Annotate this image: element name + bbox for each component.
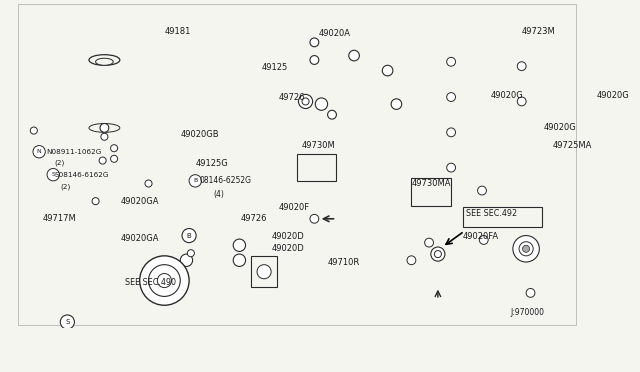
Text: N08911-1062G: N08911-1062G bbox=[46, 149, 102, 155]
Circle shape bbox=[517, 97, 526, 106]
Circle shape bbox=[111, 145, 118, 152]
Ellipse shape bbox=[89, 124, 120, 132]
Circle shape bbox=[310, 214, 319, 223]
Text: 49125G: 49125G bbox=[195, 159, 228, 168]
Circle shape bbox=[60, 315, 74, 329]
Circle shape bbox=[188, 250, 195, 257]
Circle shape bbox=[257, 264, 271, 279]
Circle shape bbox=[517, 62, 526, 71]
Text: SEE SEC.490: SEE SEC.490 bbox=[125, 278, 176, 287]
Text: B: B bbox=[187, 232, 191, 238]
Circle shape bbox=[447, 163, 456, 172]
Circle shape bbox=[526, 289, 535, 297]
Circle shape bbox=[30, 127, 37, 134]
Text: 49020FA: 49020FA bbox=[463, 232, 499, 241]
Circle shape bbox=[349, 50, 360, 61]
Circle shape bbox=[32, 368, 46, 372]
Circle shape bbox=[157, 273, 172, 288]
Circle shape bbox=[479, 235, 488, 244]
Text: 49725MA: 49725MA bbox=[552, 141, 592, 150]
Text: (2): (2) bbox=[60, 184, 70, 190]
Text: S08146-6162G: S08146-6162G bbox=[54, 172, 109, 178]
Circle shape bbox=[310, 38, 319, 47]
Text: 49020GB: 49020GB bbox=[180, 129, 219, 139]
Ellipse shape bbox=[95, 58, 113, 65]
Circle shape bbox=[316, 98, 328, 110]
Text: B: B bbox=[193, 178, 197, 183]
Text: N: N bbox=[36, 149, 42, 154]
Circle shape bbox=[513, 235, 540, 262]
Text: 49020D: 49020D bbox=[272, 232, 305, 241]
Circle shape bbox=[92, 198, 99, 205]
Circle shape bbox=[425, 238, 433, 247]
Circle shape bbox=[431, 247, 445, 261]
Circle shape bbox=[391, 99, 402, 109]
Text: 49717M: 49717M bbox=[43, 214, 76, 223]
Text: 49020G: 49020G bbox=[544, 124, 577, 132]
Circle shape bbox=[502, 214, 511, 223]
Circle shape bbox=[148, 264, 180, 296]
Bar bbox=[412, 178, 451, 206]
Circle shape bbox=[233, 239, 246, 251]
Circle shape bbox=[435, 251, 442, 258]
Text: 49125: 49125 bbox=[261, 64, 288, 73]
Text: 49181: 49181 bbox=[164, 27, 191, 36]
Circle shape bbox=[328, 110, 337, 119]
Text: J:970000: J:970000 bbox=[510, 308, 544, 317]
Text: 49726: 49726 bbox=[240, 214, 267, 223]
Text: 08146-6252G: 08146-6252G bbox=[200, 176, 252, 185]
Circle shape bbox=[99, 157, 106, 164]
Bar bbox=[297, 154, 337, 181]
Circle shape bbox=[519, 242, 533, 256]
Text: 49020G: 49020G bbox=[491, 91, 524, 100]
Text: (4): (4) bbox=[213, 190, 224, 199]
Circle shape bbox=[523, 245, 530, 252]
Circle shape bbox=[47, 169, 60, 181]
Text: 49730M: 49730M bbox=[301, 141, 335, 150]
Circle shape bbox=[310, 55, 319, 64]
Text: 49726: 49726 bbox=[279, 93, 305, 102]
Text: 49730MA: 49730MA bbox=[412, 179, 451, 188]
Circle shape bbox=[33, 145, 45, 158]
Circle shape bbox=[447, 93, 456, 102]
Circle shape bbox=[100, 124, 109, 132]
Text: 49723M: 49723M bbox=[522, 27, 556, 36]
Circle shape bbox=[180, 254, 193, 266]
Circle shape bbox=[382, 65, 393, 76]
Text: 49020G: 49020G bbox=[596, 91, 629, 100]
Text: 49020F: 49020F bbox=[279, 203, 310, 212]
Text: (2): (2) bbox=[54, 160, 65, 166]
Circle shape bbox=[189, 175, 202, 187]
Text: 49020A: 49020A bbox=[319, 29, 351, 38]
Text: 49020GA: 49020GA bbox=[120, 197, 159, 206]
Circle shape bbox=[477, 186, 486, 195]
Text: 49020GA: 49020GA bbox=[120, 234, 159, 243]
Circle shape bbox=[145, 180, 152, 187]
Circle shape bbox=[407, 256, 416, 264]
Circle shape bbox=[447, 57, 456, 66]
Ellipse shape bbox=[89, 55, 120, 65]
Circle shape bbox=[298, 94, 312, 109]
Text: S: S bbox=[65, 319, 70, 325]
Circle shape bbox=[447, 128, 456, 137]
Circle shape bbox=[140, 256, 189, 305]
Circle shape bbox=[101, 133, 108, 140]
Circle shape bbox=[111, 155, 118, 162]
Text: 49710R: 49710R bbox=[328, 259, 360, 267]
Bar bbox=[251, 256, 277, 287]
Circle shape bbox=[302, 98, 309, 105]
Bar bbox=[463, 207, 542, 227]
Text: 49020D: 49020D bbox=[272, 244, 305, 253]
Circle shape bbox=[233, 254, 246, 266]
Text: SEE SEC.492: SEE SEC.492 bbox=[466, 209, 517, 218]
Text: S: S bbox=[51, 172, 55, 177]
Circle shape bbox=[182, 228, 196, 243]
